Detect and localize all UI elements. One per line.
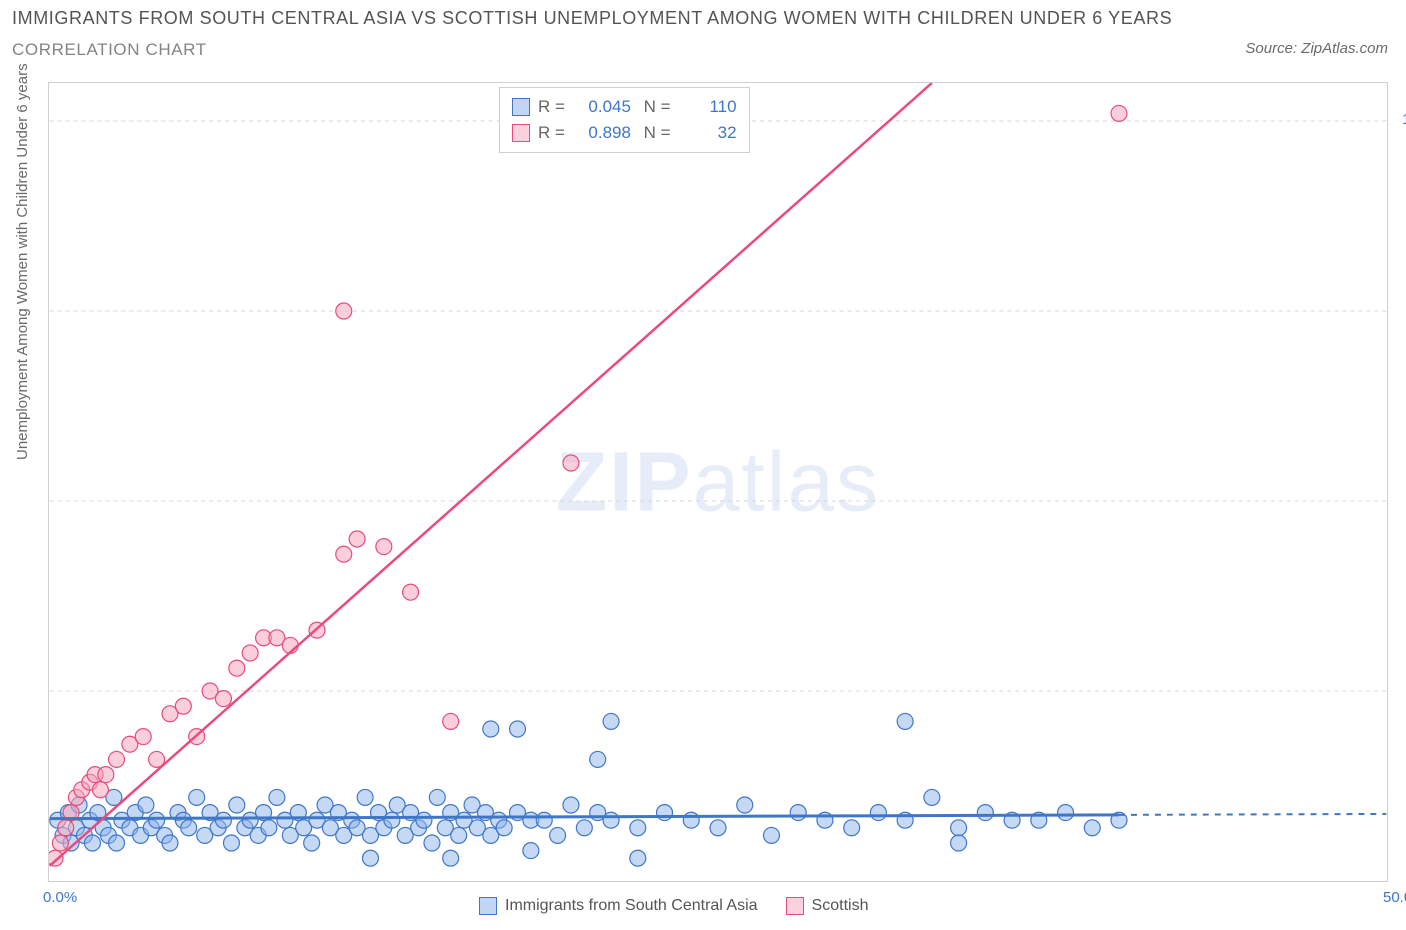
legend-r-label: R = [538,123,565,143]
legend-series-item: Scottish [786,897,869,915]
scatter-svg [49,83,1387,881]
legend-swatch [786,897,804,915]
source-label: Source: [1245,40,1301,57]
legend-r-value: 0.045 [573,97,631,117]
legend-n-value: 32 [679,123,737,143]
legend-corr-row: R = 0.898 N = 32 [512,120,737,146]
chart-title: IMMIGRANTS FROM SOUTH CENTRAL ASIA VS SC… [12,8,1172,29]
x-tick-label: 0.0% [43,889,77,906]
legend-r-value: 0.898 [573,123,631,143]
plot-area: ZIPatlas R =0.045 N =110R =0.898 N =32 I… [48,82,1388,882]
legend-series-item: Immigrants from South Central Asia [479,897,758,915]
source-name: ZipAtlas.com [1301,40,1388,57]
legend-series-label: Immigrants from South Central Asia [505,897,758,914]
legend-n-label: N = [639,97,671,117]
legend-n-label: N = [639,123,671,143]
legend-r-label: R = [538,97,565,117]
legend-n-value: 110 [679,97,737,117]
legend-swatch [479,897,497,915]
legend-correlation: R = 0.045 N = 110 R = 0.898 N = 32 [499,87,750,153]
y-axis-title: Unemployment Among Women with Children U… [14,63,31,460]
legend-corr-row: R = 0.045 N = 110 [512,94,737,120]
legend-swatch [512,98,530,116]
y-tick-label: 25.0% [1393,683,1406,700]
chart-subtitle: CORRELATION CHART [12,40,207,60]
legend-swatch [512,124,530,142]
y-tick-label: 50.0% [1393,492,1406,509]
legend-series-label: Scottish [812,897,869,914]
y-tick-label: 100.0% [1393,111,1406,128]
chart-container: IMMIGRANTS FROM SOUTH CENTRAL ASIA VS SC… [0,0,1406,930]
source-attribution: Source: ZipAtlas.com [1245,40,1388,57]
y-tick-label: 75.0% [1393,302,1406,319]
x-tick-label: 50.0% [1383,889,1406,906]
legend-series: Immigrants from South Central Asia Scotti… [479,897,868,915]
